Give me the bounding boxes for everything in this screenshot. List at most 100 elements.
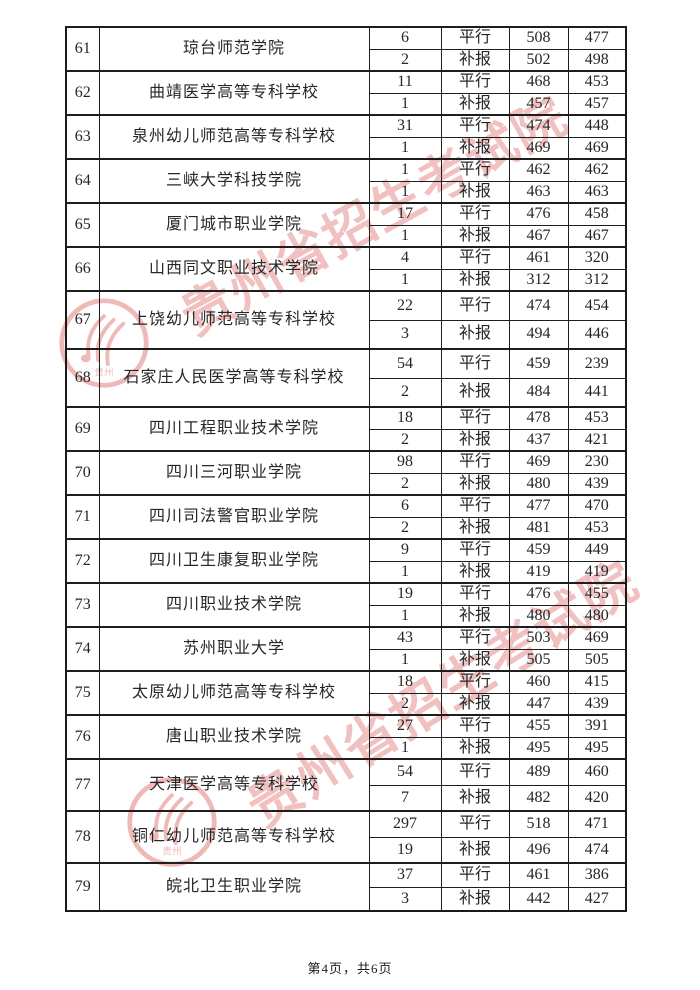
- score-min-cell: 477: [567, 26, 627, 50]
- score-min-cell: 505: [567, 648, 627, 672]
- score-min-cell: 469: [567, 136, 627, 160]
- score-min-cell: 453: [567, 406, 627, 430]
- table-row: 70 四川三河职业学院 98 平行 469 230: [65, 450, 627, 496]
- table-row: 1 补报 457 457: [66, 92, 627, 116]
- score-max-cell: 459: [508, 348, 569, 379]
- batch-type-cell: 平行: [440, 670, 510, 694]
- table-row: 76 唐山职业技术学院 27 平行 455 391: [65, 714, 627, 760]
- score-max-cell: 503: [508, 626, 569, 650]
- school-name-cell: 四川司法警官职业学院: [98, 494, 370, 540]
- batch-type-cell: 平行: [440, 626, 510, 650]
- batch-type-cell: 补报: [440, 92, 510, 116]
- plan-count-cell: 1: [368, 648, 442, 672]
- batch-type-cell: 补报: [440, 224, 510, 248]
- row-index-cell: 77: [65, 758, 100, 812]
- school-name-cell: 四川卫生康复职业学院: [98, 538, 370, 584]
- score-max-cell: 484: [508, 377, 569, 408]
- batch-type-cell: 平行: [440, 406, 510, 430]
- table-row: 2 补报 480 439: [66, 472, 627, 496]
- score-max-cell: 447: [508, 692, 569, 716]
- score-min-cell: 421: [567, 428, 627, 452]
- score-min-cell: 441: [567, 377, 627, 408]
- row-index-cell: 78: [65, 810, 100, 864]
- table-row: 72 四川卫生康复职业学院 9 平行 459 449: [65, 538, 627, 584]
- score-max-cell: 489: [508, 758, 569, 786]
- plan-count-cell: 19: [368, 582, 442, 606]
- plan-count-cell: 1: [368, 268, 442, 292]
- score-min-cell: 439: [567, 472, 627, 496]
- score-max-cell: 508: [508, 26, 569, 50]
- score-min-cell: 462: [567, 158, 627, 182]
- plan-count-cell: 1: [368, 224, 442, 248]
- row-index-cell: 71: [65, 494, 100, 540]
- plan-count-cell: 297: [368, 810, 442, 838]
- table-row: 61 琼台师范学院 6 平行 508 477: [65, 26, 627, 72]
- row-index-cell: 75: [65, 670, 100, 716]
- table-row: 2 补报 502 498: [66, 48, 627, 72]
- plan-count-cell: 54: [368, 348, 442, 379]
- batch-type-cell: 补报: [440, 692, 510, 716]
- table-row: 1 补报 467 467: [66, 224, 627, 248]
- score-max-cell: 477: [508, 494, 569, 518]
- plan-count-cell: 1: [368, 736, 442, 760]
- row-index-cell: 72: [65, 538, 100, 584]
- score-max-cell: 463: [508, 180, 569, 204]
- table-row: 75 太原幼儿师范高等专科学校 18 平行 460 415: [65, 670, 627, 716]
- score-max-cell: 496: [508, 836, 569, 864]
- table-row: 78 铜仁幼儿师范高等专科学校 297 平行 518 471: [65, 810, 627, 864]
- score-max-cell: 480: [508, 472, 569, 496]
- plan-count-cell: 37: [368, 862, 442, 888]
- score-min-cell: 470: [567, 494, 627, 518]
- score-min-cell: 415: [567, 670, 627, 694]
- batch-type-cell: 补报: [440, 428, 510, 452]
- score-min-cell: 469: [567, 626, 627, 650]
- batch-type-cell: 平行: [440, 348, 510, 379]
- school-name-cell: 石家庄人民医学高等专科学校: [98, 348, 370, 408]
- batch-type-cell: 平行: [440, 450, 510, 474]
- table-wrap: 61 琼台师范学院 6 平行 508 477 2 补报 502 498 62 曲靖医学高等专科学校 11…: [65, 26, 627, 912]
- score-min-cell: 458: [567, 202, 627, 226]
- score-min-cell: 449: [567, 538, 627, 562]
- school-name-cell: 泉州幼儿师范高等专科学校: [98, 114, 370, 160]
- row-index-cell: 79: [65, 862, 100, 912]
- batch-type-cell: 补报: [440, 472, 510, 496]
- plan-count-cell: 18: [368, 406, 442, 430]
- score-min-cell: 312: [567, 268, 627, 292]
- batch-type-cell: 平行: [440, 582, 510, 606]
- school-name-cell: 皖北卫生职业学院: [98, 862, 370, 912]
- table-body: 61 琼台师范学院 6 平行 508 477 2 补报 502 498 62 曲靖医学高等专科学校 11…: [65, 26, 627, 912]
- school-name-cell: 唐山职业技术学院: [98, 714, 370, 760]
- score-min-cell: 427: [567, 886, 627, 912]
- score-max-cell: 312: [508, 268, 569, 292]
- batch-type-cell: 补报: [440, 377, 510, 408]
- plan-count-cell: 2: [368, 472, 442, 496]
- table-row: 77 天津医学高等专科学校 54 平行 489 460: [65, 758, 627, 812]
- table-row: 62 曲靖医学高等专科学校 11 平行 468 453: [65, 70, 627, 116]
- score-max-cell: 478: [508, 406, 569, 430]
- score-min-cell: 480: [567, 604, 627, 628]
- score-max-cell: 482: [508, 784, 569, 812]
- row-index-cell: 65: [65, 202, 100, 248]
- table-row: 67 上饶幼儿师范高等专科学校 22 平行 474 454: [65, 290, 627, 350]
- batch-type-cell: 补报: [440, 604, 510, 628]
- score-max-cell: 442: [508, 886, 569, 912]
- score-min-cell: 446: [567, 319, 627, 350]
- table-row: 69 四川工程职业技术学院 18 平行 478 453: [65, 406, 627, 452]
- plan-count-cell: 4: [368, 246, 442, 270]
- table-row: 68 石家庄人民医学高等专科学校 54 平行 459 239: [65, 348, 627, 408]
- batch-type-cell: 补报: [440, 648, 510, 672]
- school-name-cell: 曲靖医学高等专科学校: [98, 70, 370, 116]
- score-max-cell: 505: [508, 648, 569, 672]
- row-index-cell: 70: [65, 450, 100, 496]
- score-max-cell: 467: [508, 224, 569, 248]
- score-max-cell: 455: [508, 714, 569, 738]
- score-max-cell: 459: [508, 538, 569, 562]
- score-min-cell: 320: [567, 246, 627, 270]
- row-index-cell: 67: [65, 290, 100, 350]
- table-row: 1 补报 505 505: [66, 648, 627, 672]
- score-max-cell: 419: [508, 560, 569, 584]
- school-name-cell: 铜仁幼儿师范高等专科学校: [98, 810, 370, 864]
- school-name-cell: 上饶幼儿师范高等专科学校: [98, 290, 370, 350]
- score-max-cell: 481: [508, 516, 569, 540]
- plan-count-cell: 54: [368, 758, 442, 786]
